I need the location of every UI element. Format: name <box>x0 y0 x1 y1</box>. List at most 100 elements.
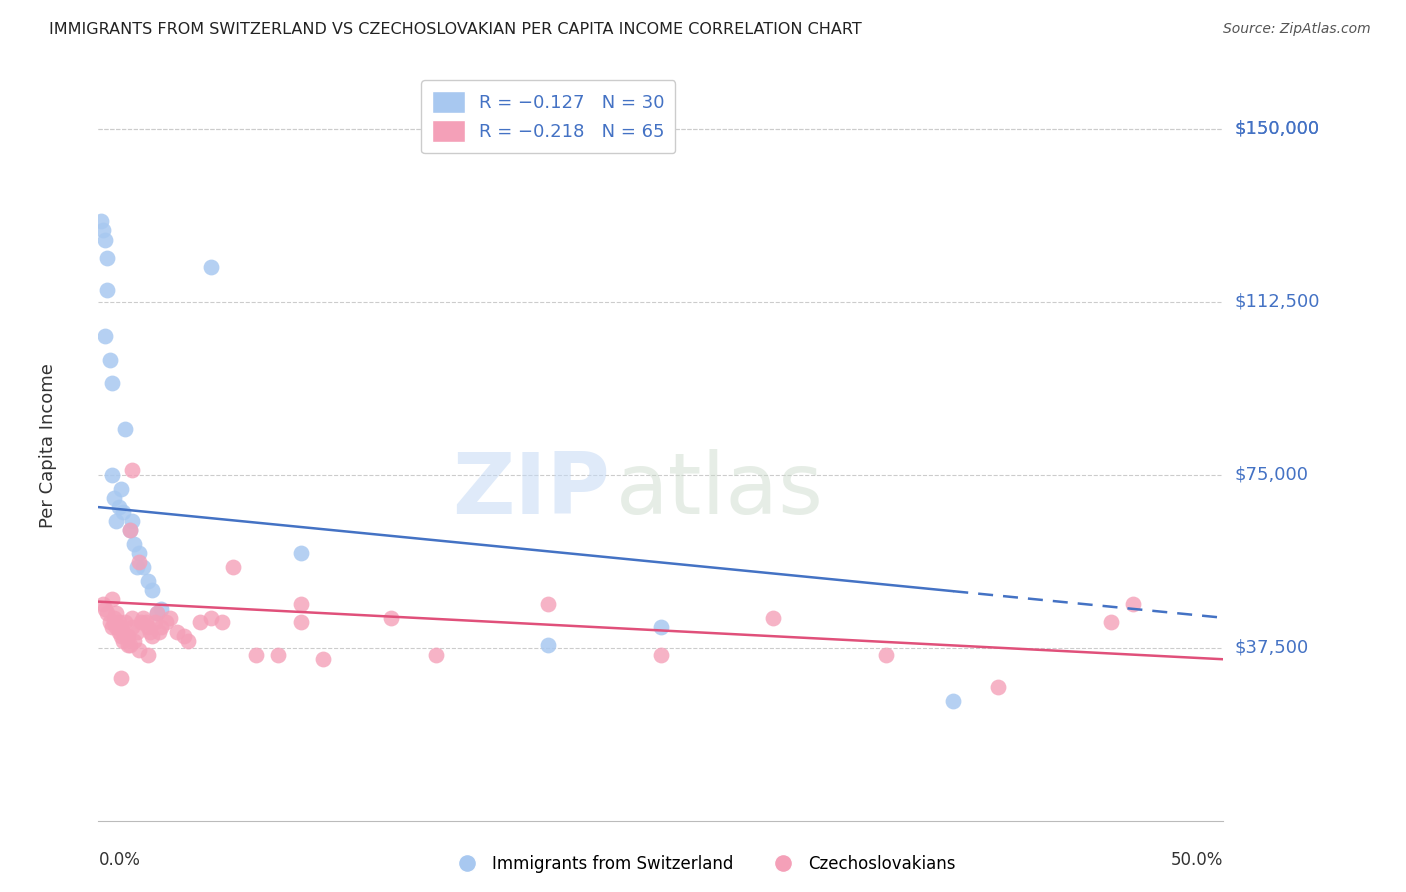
Point <box>211 615 233 630</box>
Point <box>245 648 267 662</box>
Point <box>200 260 222 275</box>
Point <box>91 597 114 611</box>
Text: 0.0%: 0.0% <box>98 851 141 869</box>
Point <box>112 624 135 639</box>
Point <box>141 629 163 643</box>
Point <box>1099 615 1122 630</box>
Point <box>101 620 124 634</box>
Text: ZIP: ZIP <box>453 450 610 533</box>
Point <box>105 606 128 620</box>
Point <box>650 620 672 634</box>
Text: $112,500: $112,500 <box>1234 293 1320 311</box>
Point <box>103 611 125 625</box>
Point <box>128 546 150 560</box>
Point <box>290 597 312 611</box>
Point <box>148 624 170 639</box>
Point <box>222 560 245 574</box>
Point <box>159 611 181 625</box>
Point <box>114 615 136 630</box>
Point <box>146 606 169 620</box>
Point <box>143 615 166 630</box>
Point <box>312 652 335 666</box>
Point <box>118 523 141 537</box>
Point <box>150 620 173 634</box>
Point <box>112 505 135 519</box>
Point <box>110 629 132 643</box>
Point <box>91 223 114 237</box>
Point <box>150 601 173 615</box>
Point <box>118 639 141 653</box>
Point <box>125 624 148 639</box>
Text: Source: ZipAtlas.com: Source: ZipAtlas.com <box>1223 22 1371 37</box>
Point <box>125 560 148 574</box>
Text: $75,000: $75,000 <box>1234 466 1309 483</box>
Point <box>103 615 125 630</box>
Point <box>136 574 159 588</box>
Point <box>166 624 188 639</box>
Legend: R = −0.127   N = 30, R = −0.218   N = 65: R = −0.127 N = 30, R = −0.218 N = 65 <box>422 80 675 153</box>
Point <box>136 620 159 634</box>
Point <box>101 467 124 482</box>
Point <box>121 611 143 625</box>
Point <box>380 611 402 625</box>
Point <box>135 615 157 630</box>
Point <box>537 597 560 611</box>
Point <box>112 633 135 648</box>
Text: Per Capita Income: Per Capita Income <box>39 364 56 528</box>
Point <box>110 620 132 634</box>
Point <box>987 680 1010 694</box>
Point <box>117 639 139 653</box>
Text: 50.0%: 50.0% <box>1171 851 1223 869</box>
Point <box>1122 597 1144 611</box>
Point <box>110 671 132 685</box>
Point <box>98 352 121 367</box>
Point <box>121 463 143 477</box>
Point <box>121 514 143 528</box>
Point <box>101 592 124 607</box>
Legend: Immigrants from Switzerland, Czechoslovakians: Immigrants from Switzerland, Czechoslova… <box>443 848 963 880</box>
Text: atlas: atlas <box>616 450 824 533</box>
Point <box>146 606 169 620</box>
Point <box>101 376 124 390</box>
Point <box>177 633 200 648</box>
Point <box>107 624 129 639</box>
Point <box>94 329 117 343</box>
Point <box>96 284 118 298</box>
Point <box>128 556 150 570</box>
Point <box>114 422 136 436</box>
Point <box>94 233 117 247</box>
Point <box>103 491 125 505</box>
Point <box>114 629 136 643</box>
Point <box>121 620 143 634</box>
Point <box>124 537 146 551</box>
Point <box>141 583 163 598</box>
Point <box>173 629 195 643</box>
Text: IMMIGRANTS FROM SWITZERLAND VS CZECHOSLOVAKIAN PER CAPITA INCOME CORRELATION CHA: IMMIGRANTS FROM SWITZERLAND VS CZECHOSLO… <box>49 22 862 37</box>
Point <box>132 611 155 625</box>
Point <box>128 643 150 657</box>
Point <box>155 615 177 630</box>
Point <box>425 648 447 662</box>
Point <box>136 648 159 662</box>
Point <box>94 601 117 615</box>
Point <box>290 546 312 560</box>
Point <box>105 620 128 634</box>
Point <box>96 606 118 620</box>
Point <box>132 560 155 574</box>
Point <box>139 624 162 639</box>
Point <box>96 251 118 265</box>
Text: $150,000: $150,000 <box>1234 120 1320 138</box>
Text: $37,500: $37,500 <box>1234 639 1309 657</box>
Point <box>537 639 560 653</box>
Point <box>200 611 222 625</box>
Point <box>875 648 897 662</box>
Point <box>762 611 785 625</box>
Point <box>98 615 121 630</box>
Point <box>105 514 128 528</box>
Point <box>124 633 146 648</box>
Point <box>188 615 211 630</box>
Point <box>110 482 132 496</box>
Text: $150,000: $150,000 <box>1234 120 1320 138</box>
Point <box>107 500 129 514</box>
Point <box>107 615 129 630</box>
